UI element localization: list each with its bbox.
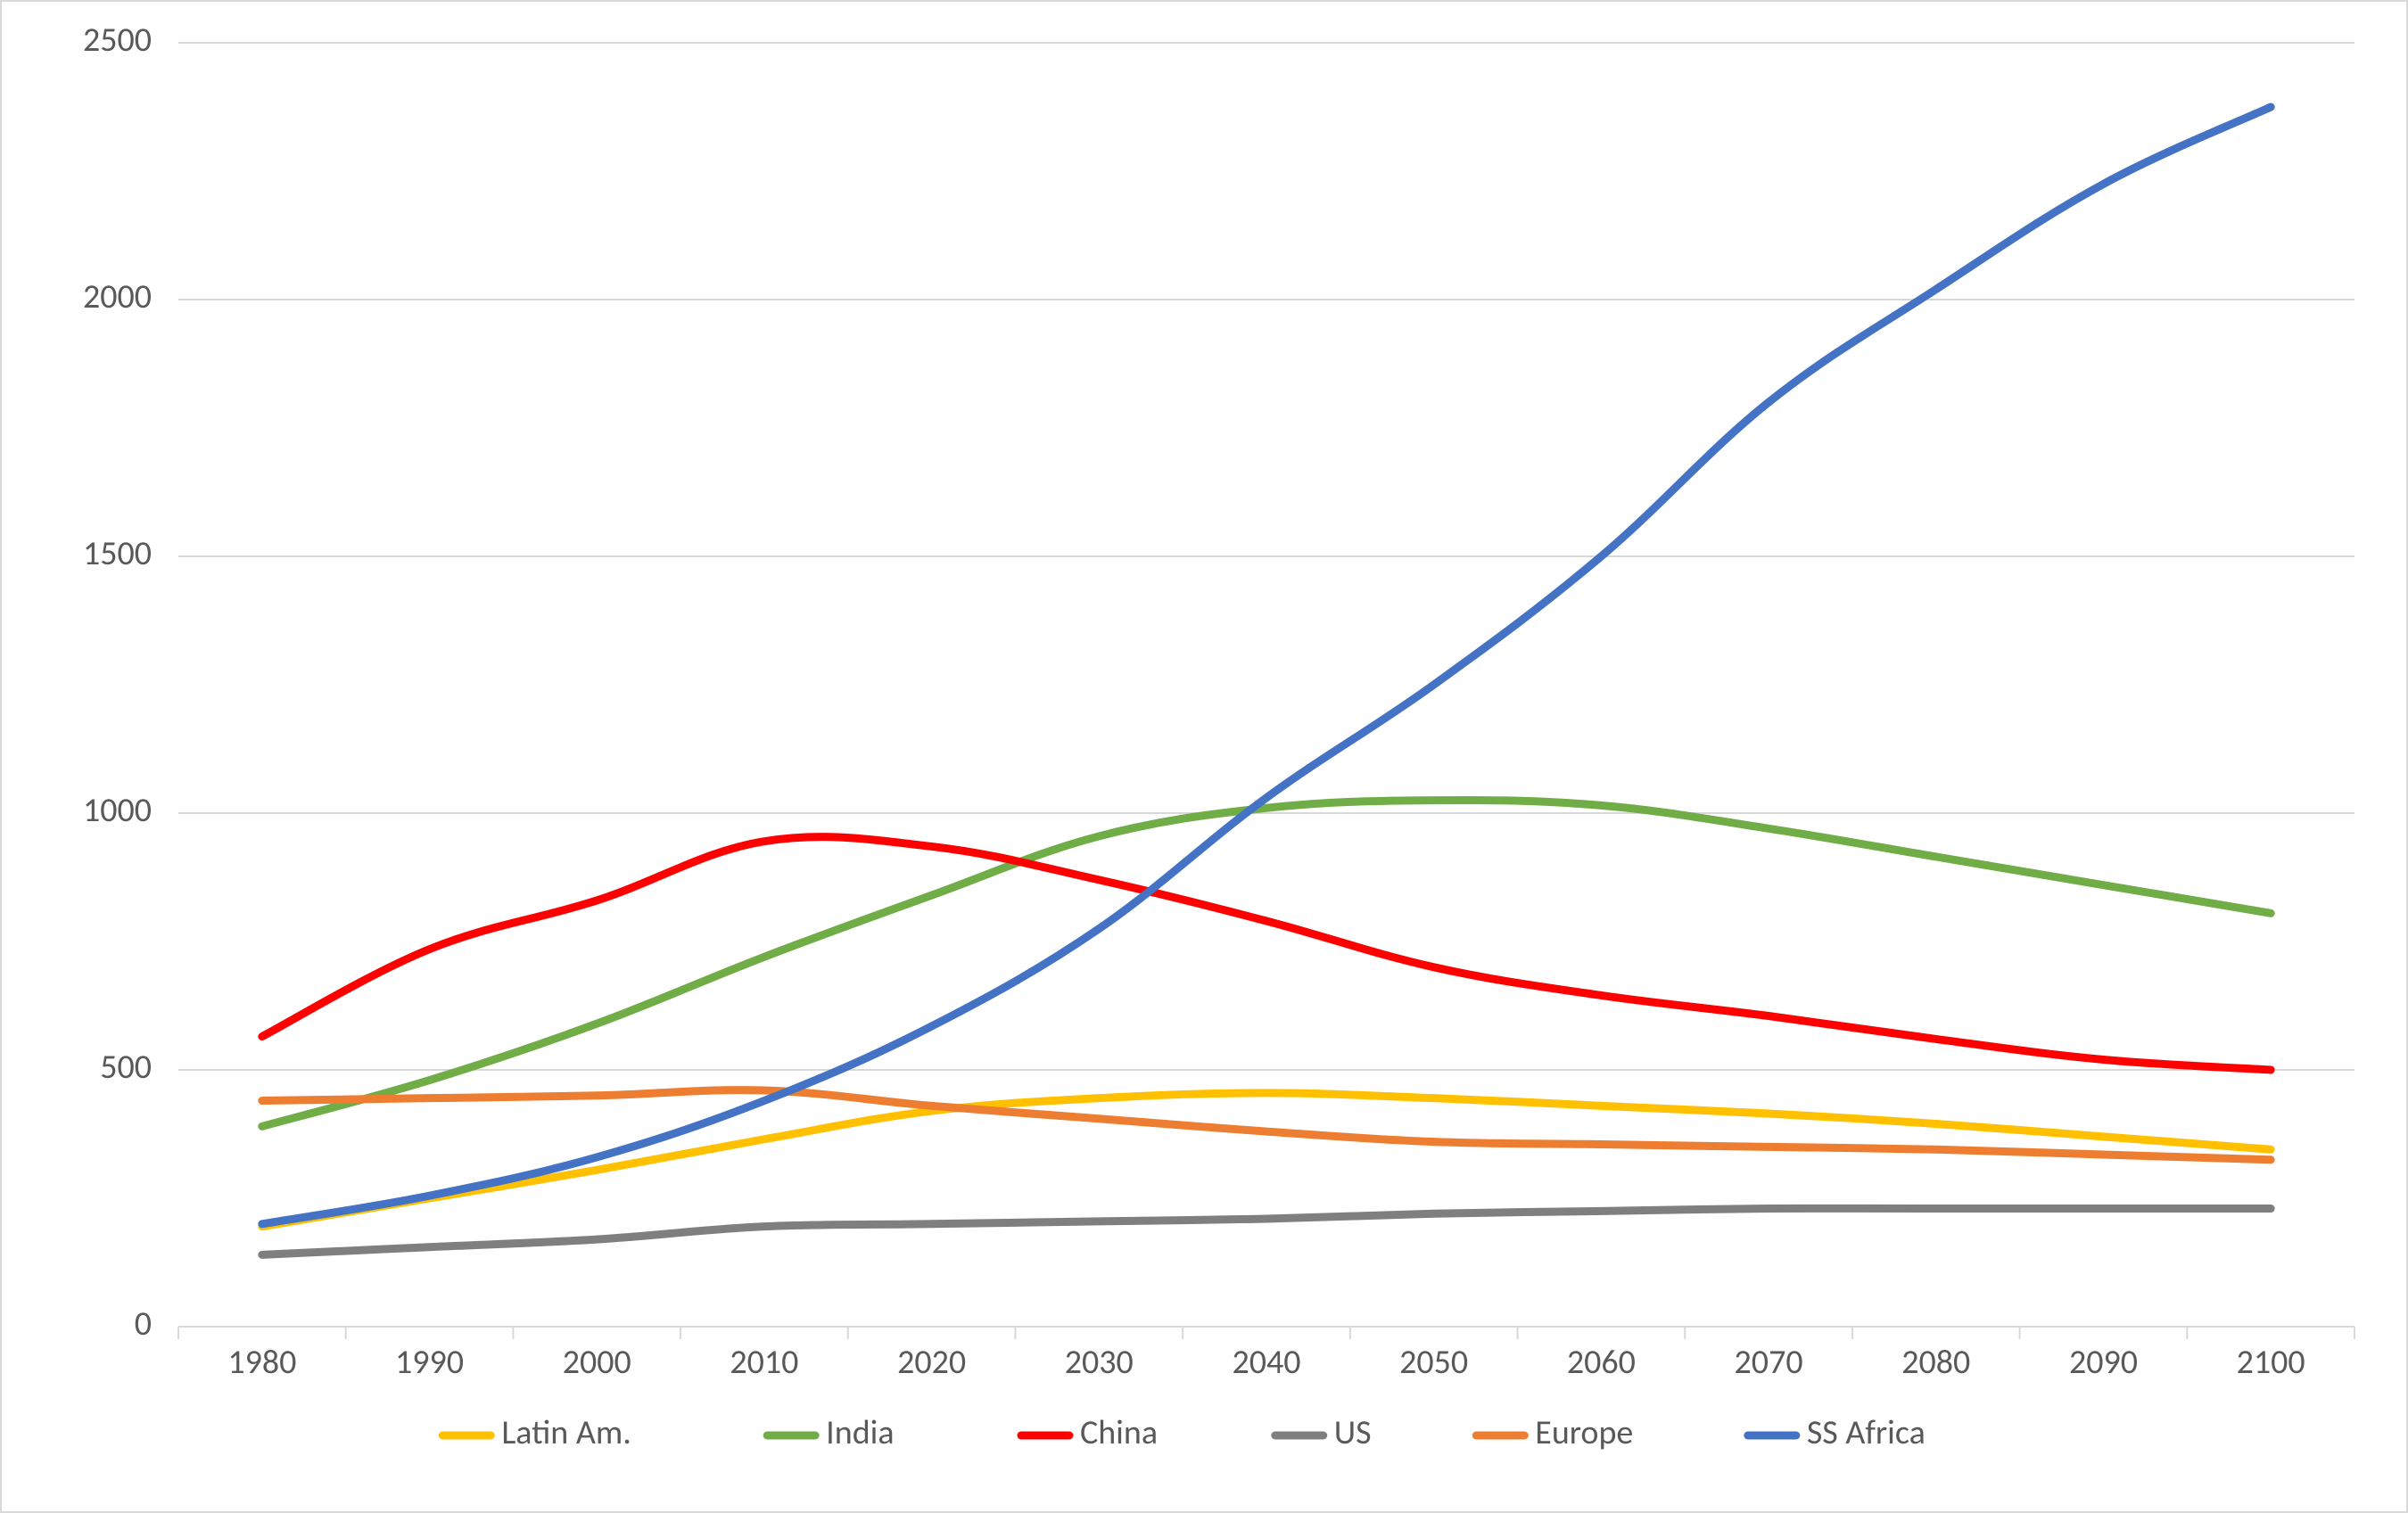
x-tick-label: 2040 — [1232, 1342, 1300, 1383]
legend-label: US — [1334, 1412, 1372, 1453]
y-tick-label: 2500 — [83, 20, 152, 61]
line-chart: 0 500 1000 1500 2000 2500 1980 1990 2000 2010 2020… — [0, 0, 2408, 1513]
x-tick-label: 2000 — [563, 1342, 631, 1383]
x-tick-label: 2020 — [897, 1342, 966, 1383]
legend-label: SS Africa — [1807, 1412, 1926, 1453]
legend-label: Latin Am. — [501, 1412, 631, 1453]
y-tick-label: 0 — [135, 1303, 152, 1344]
chart-background — [0, 0, 2408, 1513]
x-tick-label: 2060 — [1567, 1342, 1636, 1383]
chart-svg: 0 500 1000 1500 2000 2500 1980 1990 2000 2010 2020… — [0, 0, 2408, 1513]
x-tick-label: 2100 — [2237, 1342, 2305, 1383]
y-tick-label: 500 — [100, 1047, 152, 1088]
y-tick-label: 1000 — [83, 790, 152, 831]
x-tick-label: 2090 — [2069, 1342, 2138, 1383]
y-tick-label: 1500 — [83, 533, 152, 574]
x-tick-label: 2030 — [1065, 1342, 1134, 1383]
legend-label: Europe — [1535, 1412, 1633, 1453]
x-tick-label: 2050 — [1399, 1342, 1468, 1383]
legend-label: India — [826, 1412, 894, 1453]
legend-label: China — [1080, 1412, 1158, 1453]
x-tick-label: 1990 — [395, 1342, 464, 1383]
x-tick-label: 1980 — [227, 1342, 296, 1383]
x-tick-label: 2010 — [730, 1342, 798, 1383]
y-tick-label: 2000 — [83, 276, 152, 317]
x-tick-label: 2080 — [1901, 1342, 1970, 1383]
x-tick-label: 2070 — [1735, 1342, 1803, 1383]
